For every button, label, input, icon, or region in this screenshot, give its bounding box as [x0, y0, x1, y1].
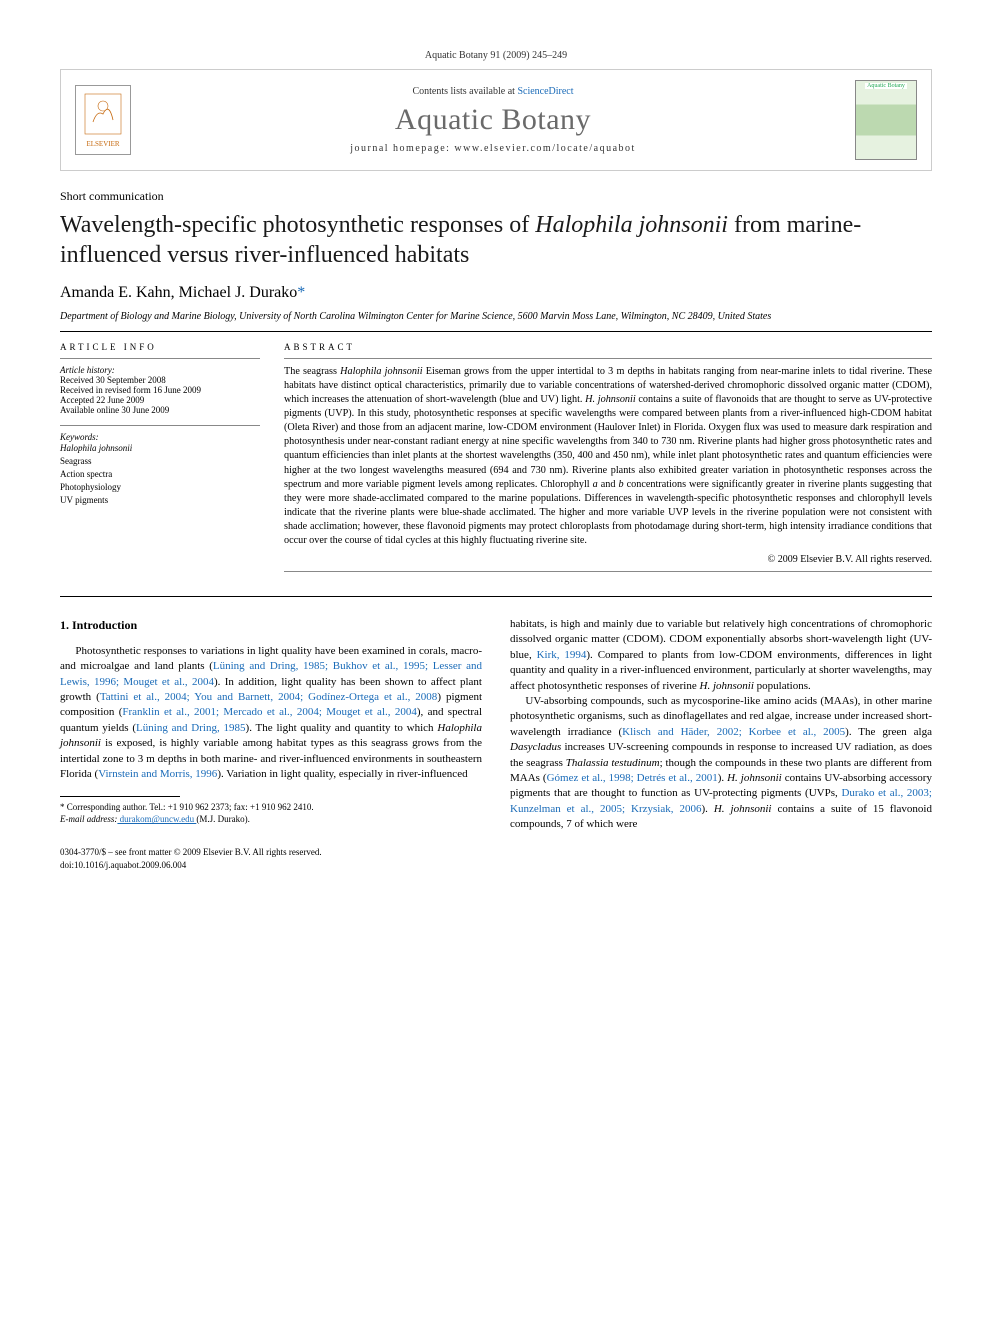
abstract-column: ABSTRACT The seagrass Halophila johnsoni…: [284, 342, 932, 578]
body-species: Dasycladus: [510, 741, 561, 753]
divider: [60, 425, 260, 426]
abstract-copyright: © 2009 Elsevier B.V. All rights reserved…: [284, 554, 932, 565]
body-para: habitats, is high and mainly due to vari…: [510, 617, 932, 694]
homepage-line: journal homepage: www.elsevier.com/locat…: [145, 143, 841, 154]
journal-cover-thumb: Aquatic Botany: [855, 80, 917, 160]
divider: [60, 596, 932, 597]
body-text: populations.: [754, 680, 811, 692]
citation-link[interactable]: Virnstein and Morris, 1996: [98, 768, 217, 780]
abs-species: Halophila johnsonii: [340, 366, 422, 377]
journal-name: Aquatic Botany: [145, 103, 841, 137]
section-heading: 1. Introduction: [60, 617, 482, 634]
affiliation: Department of Biology and Marine Biology…: [60, 310, 932, 323]
email-tail: (M.J. Durako).: [196, 814, 250, 824]
email-link[interactable]: durakom@uncw.edu: [117, 814, 196, 824]
history-online: Available online 30 June 2009: [60, 405, 260, 415]
issn-line: 0304-3770/$ – see front matter © 2009 El…: [60, 846, 322, 858]
article-history-label: Article history:: [60, 365, 260, 375]
contents-prefix: Contents lists available at: [412, 86, 517, 97]
elsevier-logo: ELSEVIER: [75, 85, 131, 155]
history-accepted: Accepted 22 June 2009: [60, 395, 260, 405]
body-text: ).: [701, 803, 713, 815]
body-text: ).: [718, 772, 727, 784]
abs-text: The seagrass: [284, 366, 340, 377]
citation-link[interactable]: Gómez et al., 1998; Detrés et al., 2001: [547, 772, 718, 784]
elsevier-label: ELSEVIER: [86, 140, 119, 148]
cover-label: Aquatic Botany: [865, 83, 907, 89]
abstract-body: The seagrass Halophila johnsonii Eiseman…: [284, 365, 932, 548]
history-received: Received 30 September 2008: [60, 375, 260, 385]
body-columns: 1. Introduction Photosynthetic responses…: [60, 617, 932, 832]
history-revised: Received in revised form 16 June 2009: [60, 385, 260, 395]
keyword: Action spectra: [60, 468, 260, 481]
keywords-label: Keywords:: [60, 432, 260, 442]
keyword: Photophysiology: [60, 481, 260, 494]
article-info-column: ARTICLE INFO Article history: Received 3…: [60, 342, 260, 578]
body-para: UV-absorbing compounds, such as mycospor…: [510, 694, 932, 833]
doi-line: doi:10.1016/j.aquabot.2009.06.004: [60, 859, 322, 871]
divider: [284, 571, 932, 572]
divider: [284, 358, 932, 359]
homepage-url: www.elsevier.com/locate/aquabot: [454, 143, 635, 154]
body-text: ). The light quality and quantity to whi…: [246, 722, 438, 734]
body-text: ). The green alga: [845, 726, 932, 738]
article-title: Wavelength-specific photosynthetic respo…: [60, 210, 932, 270]
email-label: E-mail address:: [60, 814, 117, 824]
abs-text: and: [598, 479, 619, 490]
body-species: H. johnsonii: [727, 772, 782, 784]
citation-link[interactable]: Tattini et al., 2004; You and Barnett, 2…: [100, 691, 438, 703]
keyword: Seagrass: [60, 455, 260, 468]
divider: [60, 331, 932, 332]
citation-link[interactable]: Klisch and Häder, 2002; Korbee et al., 2…: [622, 726, 845, 738]
abs-species: H. johnsonii: [585, 394, 636, 405]
title-part-1: Wavelength-specific photosynthetic respo…: [60, 212, 535, 238]
section-label: Short communication: [60, 189, 932, 204]
citation-link[interactable]: Kirk, 1994: [537, 649, 587, 661]
footnote-text: Corresponding author. Tel.: +1 910 962 2…: [65, 802, 314, 812]
body-species: Thalassia testudinum: [566, 757, 660, 769]
homepage-prefix: journal homepage:: [350, 143, 454, 154]
author-2: Michael J. Durako: [179, 284, 298, 301]
author-sep: ,: [171, 284, 179, 301]
body-text: ). Variation in light quality, especiall…: [217, 768, 467, 780]
footnote-divider: [60, 796, 180, 797]
authors: Amanda E. Kahn, Michael J. Durako*: [60, 284, 932, 302]
body-para: Photosynthetic responses to variations i…: [60, 644, 482, 783]
citation-link[interactable]: Franklin et al., 2001; Mercado et al., 2…: [122, 706, 416, 718]
keyword: UV pigments: [60, 494, 260, 507]
body-species: H. johnsonii: [714, 803, 772, 815]
page-footer: 0304-3770/$ – see front matter © 2009 El…: [60, 846, 932, 870]
corresponding-footnote: * Corresponding author. Tel.: +1 910 962…: [60, 801, 482, 825]
abstract-head: ABSTRACT: [284, 342, 932, 352]
journal-header: ELSEVIER Contents lists available at Sci…: [60, 69, 932, 171]
body-species: H. johnsonii: [700, 680, 754, 692]
author-1: Amanda E. Kahn: [60, 284, 171, 301]
title-species: Halophila johnsonii: [535, 212, 728, 238]
keyword: Halophila johnsonii: [60, 442, 260, 455]
article-info-head: ARTICLE INFO: [60, 342, 260, 352]
running-head: Aquatic Botany 91 (2009) 245–249: [60, 50, 932, 61]
corresponding-mark-link[interactable]: *: [297, 284, 305, 301]
contents-line: Contents lists available at ScienceDirec…: [145, 86, 841, 97]
divider: [60, 358, 260, 359]
sciencedirect-link[interactable]: ScienceDirect: [517, 86, 573, 97]
abs-text: contains a suite of flavonoids that are …: [284, 394, 932, 489]
citation-link[interactable]: Lüning and Dring, 1985: [136, 722, 245, 734]
